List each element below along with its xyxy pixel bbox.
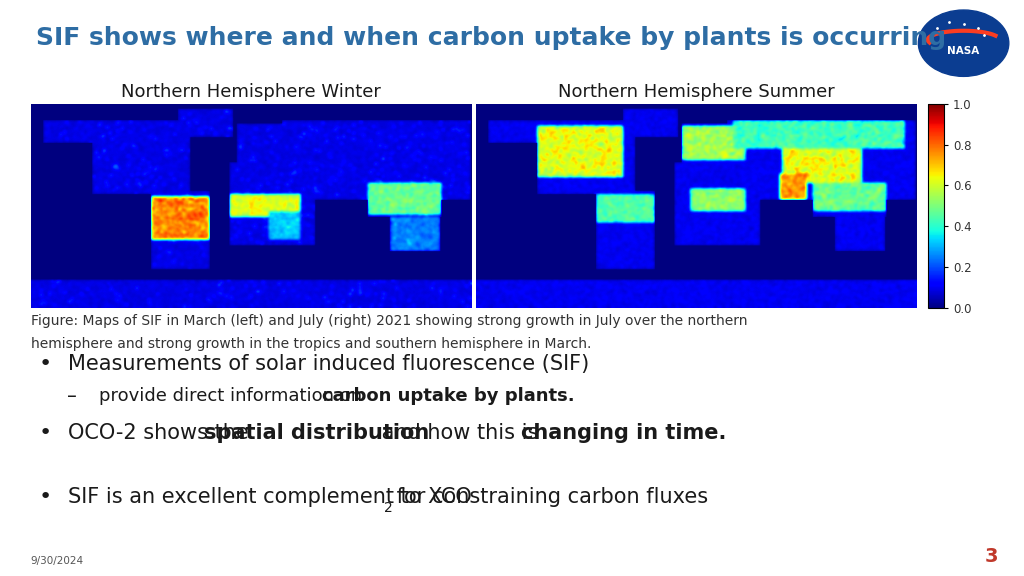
Text: •: • <box>39 423 52 444</box>
Text: 2: 2 <box>384 501 392 515</box>
Text: 9/30/2024: 9/30/2024 <box>31 556 84 566</box>
Text: SIF is an excellent complement to XCO: SIF is an excellent complement to XCO <box>68 487 471 507</box>
Circle shape <box>919 10 1009 77</box>
Text: for constraining carbon fluxes: for constraining carbon fluxes <box>390 487 708 507</box>
Text: spatial distribution: spatial distribution <box>205 423 430 444</box>
Text: 3: 3 <box>985 547 998 566</box>
Text: Figure: Maps of SIF in March (left) and July (right) 2021 showing strong growth : Figure: Maps of SIF in March (left) and … <box>31 314 748 328</box>
Text: carbon uptake by plants.: carbon uptake by plants. <box>322 387 574 405</box>
Text: Measurements of solar induced fluorescence (SIF): Measurements of solar induced fluorescen… <box>68 354 589 374</box>
Text: changing in time.: changing in time. <box>521 423 726 444</box>
Text: NASA: NASA <box>947 47 980 56</box>
Text: –: – <box>67 387 77 406</box>
Text: SIF shows where and when carbon uptake by plants is occurring: SIF shows where and when carbon uptake b… <box>36 26 946 50</box>
Text: OCO-2 shows the: OCO-2 shows the <box>68 423 255 444</box>
Text: hemisphere and strong growth in the tropics and southern hemisphere in March.: hemisphere and strong growth in the trop… <box>31 337 591 351</box>
Text: provide direct information on: provide direct information on <box>99 387 369 405</box>
Text: and how this is: and how this is <box>376 423 546 444</box>
Text: •: • <box>39 354 52 374</box>
Text: Northern Hemisphere Summer: Northern Hemisphere Summer <box>558 83 835 101</box>
Text: •: • <box>39 487 52 507</box>
Text: Northern Hemisphere Winter: Northern Hemisphere Winter <box>121 83 381 101</box>
